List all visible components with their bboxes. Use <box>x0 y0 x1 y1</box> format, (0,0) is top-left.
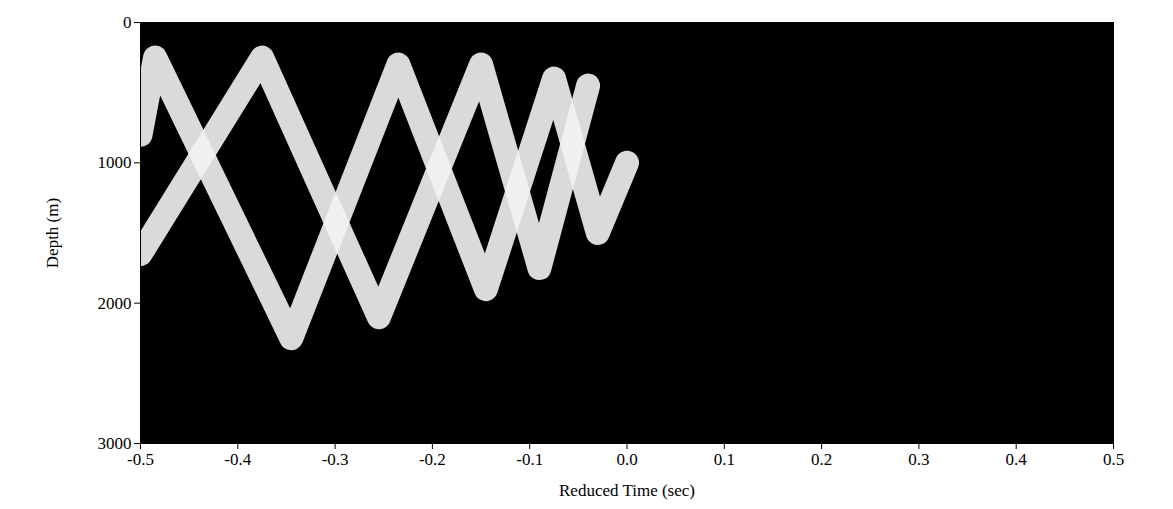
svg-text:2000: 2000 <box>98 294 132 313</box>
svg-text:0.4: 0.4 <box>1006 450 1028 469</box>
svg-text:0.5: 0.5 <box>1103 450 1124 469</box>
svg-text:Depth (m): Depth (m) <box>43 198 62 268</box>
svg-text:Reduced Time (sec): Reduced Time (sec) <box>559 481 695 500</box>
svg-text:-0.5: -0.5 <box>127 450 154 469</box>
svg-text:-0.1: -0.1 <box>516 450 543 469</box>
svg-text:0.2: 0.2 <box>811 450 832 469</box>
svg-text:0.3: 0.3 <box>908 450 929 469</box>
svg-text:1000: 1000 <box>98 153 132 172</box>
svg-text:0.1: 0.1 <box>714 450 735 469</box>
svg-text:0.0: 0.0 <box>616 450 637 469</box>
svg-text:-0.3: -0.3 <box>322 450 349 469</box>
svg-text:-0.2: -0.2 <box>419 450 446 469</box>
svg-text:3000: 3000 <box>97 433 132 453</box>
svg-text:-0.4: -0.4 <box>224 450 251 469</box>
svg-text:0: 0 <box>123 13 132 32</box>
